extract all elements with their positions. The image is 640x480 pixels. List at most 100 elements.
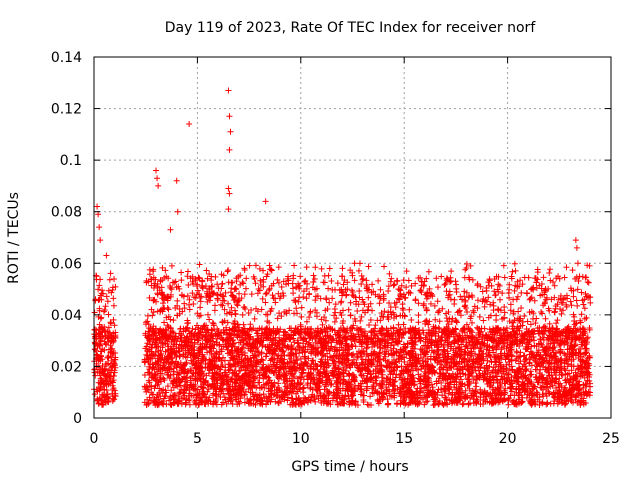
data-point xyxy=(462,297,469,304)
data-point xyxy=(98,314,105,321)
data-point xyxy=(184,273,191,280)
data-point xyxy=(105,311,112,318)
data-point xyxy=(111,322,118,329)
data-point xyxy=(385,283,392,290)
data-point xyxy=(109,345,116,352)
data-point xyxy=(91,346,98,353)
data-point xyxy=(312,297,319,304)
data-point xyxy=(102,333,109,340)
data-point xyxy=(434,298,441,305)
data-point xyxy=(280,292,287,299)
data-point xyxy=(469,319,475,326)
data-point xyxy=(512,267,519,274)
data-point xyxy=(262,299,269,306)
data-point xyxy=(241,291,248,298)
data-point xyxy=(107,342,114,349)
data-point xyxy=(538,308,545,315)
data-point xyxy=(420,300,427,307)
data-point xyxy=(525,274,532,281)
data-point xyxy=(160,305,167,312)
data-point xyxy=(150,297,157,304)
data-point xyxy=(105,354,112,361)
data-point xyxy=(499,290,506,297)
data-point xyxy=(259,295,266,302)
data-point xyxy=(358,272,365,279)
data-point xyxy=(109,378,116,385)
data-point xyxy=(105,346,112,353)
data-point xyxy=(451,301,458,308)
data-point xyxy=(554,317,561,324)
data-point xyxy=(334,280,341,287)
data-point xyxy=(203,267,210,274)
data-point xyxy=(170,317,177,324)
data-point xyxy=(365,263,372,270)
data-point xyxy=(462,387,469,394)
data-point xyxy=(423,317,430,324)
data-point xyxy=(412,280,419,287)
data-point xyxy=(395,295,402,302)
data-point xyxy=(107,320,114,327)
data-point xyxy=(98,397,105,404)
data-point xyxy=(578,311,585,318)
data-point xyxy=(518,289,525,296)
data-point xyxy=(96,369,103,376)
data-point xyxy=(553,320,560,327)
data-point xyxy=(313,313,320,320)
data-point xyxy=(386,270,393,277)
data-point xyxy=(509,268,516,275)
data-point xyxy=(566,370,573,377)
data-point xyxy=(109,350,116,357)
data-point xyxy=(178,277,185,284)
data-point xyxy=(96,326,103,333)
data-point xyxy=(300,389,307,396)
data-point xyxy=(161,319,168,326)
data-point xyxy=(195,274,202,281)
data-point xyxy=(400,306,407,313)
data-point xyxy=(178,269,185,276)
data-point xyxy=(580,301,587,308)
data-point xyxy=(574,286,581,293)
data-point xyxy=(297,273,304,280)
data-point xyxy=(109,386,116,393)
data-point xyxy=(211,307,218,314)
data-point xyxy=(312,264,319,271)
data-point xyxy=(425,268,432,275)
data-point xyxy=(95,400,102,407)
data-point xyxy=(530,310,537,317)
data-point xyxy=(291,262,298,269)
data-point xyxy=(405,277,412,284)
data-point xyxy=(326,265,333,272)
data-point xyxy=(568,367,575,374)
data-point xyxy=(110,372,117,379)
data-point xyxy=(210,320,217,327)
data-point xyxy=(384,401,391,408)
data-point xyxy=(573,297,580,304)
data-point xyxy=(110,302,117,309)
data-point xyxy=(222,289,229,296)
data-point xyxy=(534,266,541,273)
data-point xyxy=(563,264,570,271)
data-point xyxy=(206,316,213,323)
data-point xyxy=(406,306,413,313)
data-point xyxy=(338,298,345,305)
data-point xyxy=(443,315,450,322)
data-point xyxy=(494,306,501,313)
data-point xyxy=(547,277,554,284)
data-point xyxy=(107,270,114,277)
data-point xyxy=(311,275,318,282)
data-point xyxy=(431,302,438,309)
data-point xyxy=(218,285,225,292)
data-point xyxy=(97,338,104,345)
data-point xyxy=(101,386,108,393)
data-point xyxy=(432,316,439,323)
data-point xyxy=(228,285,235,292)
data-point xyxy=(341,277,348,284)
data-point xyxy=(402,294,409,301)
data-point xyxy=(369,281,376,288)
data-point xyxy=(110,316,117,323)
data-point xyxy=(329,286,336,293)
data-point xyxy=(442,280,449,287)
data-point xyxy=(98,296,105,303)
data-point xyxy=(303,264,310,271)
data-point xyxy=(105,335,112,342)
